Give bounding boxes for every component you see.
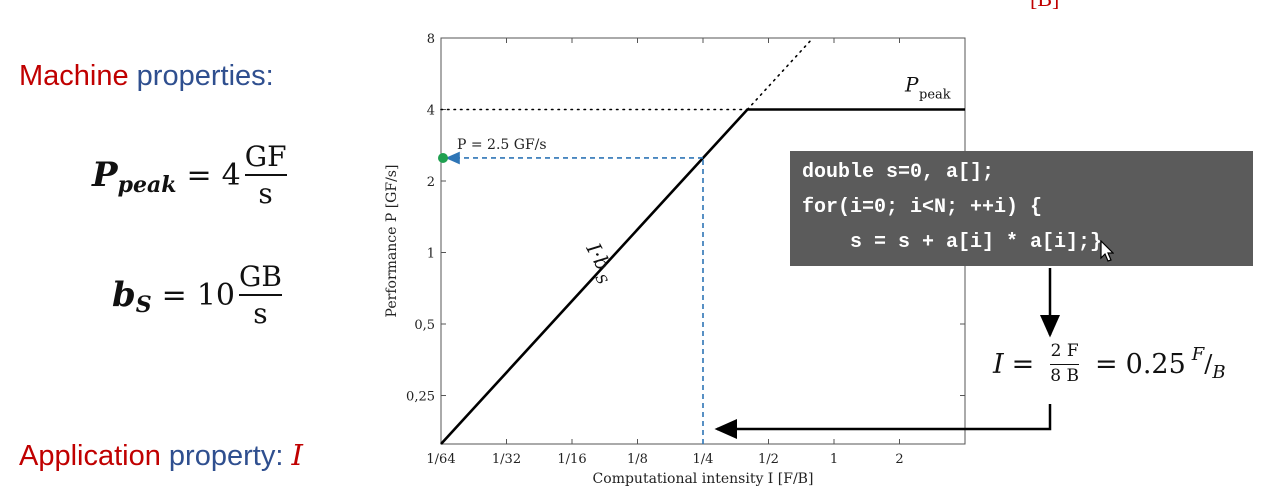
code-line-3: s = s + a[i] * a[i];} [802,231,1103,254]
intensity-unit: F / B [1192,344,1226,383]
x-tick-label: 2 [895,452,903,467]
x-tick-label: 1/8 [627,452,648,467]
ppeak-unit: GF s [244,140,287,211]
intensity-equation: I = 2 F 8 B = 0.25 F / B [993,341,1226,387]
bs-symbol: b [112,275,136,316]
roofline-series [438,37,965,445]
code-line-2: for(i=0; i<N; ++i) { [802,196,1043,219]
bandwidth-equation: b S = 10 GB s [112,262,282,329]
y-tick-label: 8 [427,32,435,47]
x-tick-label: 1/64 [426,452,455,467]
y-axis-label: Performance P [GF/s] [384,165,400,318]
bs-subscript: S [135,292,152,319]
code-snippet-box: double s=0, a[]; for(i=0; i<N; ++i) { s … [790,151,1253,266]
intensity-unit-den: B [1212,361,1226,383]
ppeak-symbol: P [92,155,118,196]
operating-point-marker [438,152,448,163]
property-word: property: [160,440,292,472]
y-tick-label: 0,25 [406,390,435,405]
chart-annotations: P = 2.5 GF/s P peak I·bS [457,73,951,288]
intensity-unit-num: F [1191,343,1205,365]
intensity-value: 0.25 [1125,348,1186,380]
slope-label: I·bS [581,238,615,288]
ppeak-label: P [904,73,919,97]
x-axis-label: Computational intensity I [F/B] [593,471,814,487]
y-tick-label: 4 [427,104,435,119]
intensity-var: I [291,438,303,472]
peak-performance-equation: P peak = 4 GF s [92,142,287,209]
machine-word: Machine [19,60,129,92]
ppeak-label-subscript: peak [919,88,951,103]
y-tick-label: 0,5 [414,318,435,333]
x-tick-label: 1/4 [693,452,714,467]
x-axis-ticks: 1/64 1/32 1/16 1/8 1/4 1/2 1 2 [426,38,904,467]
bs-value: 10 [196,277,235,313]
y-tick-label: 1 [427,247,435,262]
x-tick-label: 1/2 [758,452,779,467]
ppeak-unit-numerator: GF [244,140,287,173]
ppeak-equals: = [186,157,212,193]
application-property-heading: Application property: I [19,438,303,473]
intensity-equals-2: = [1095,348,1118,380]
connector-arrow-left [714,404,1052,439]
intensity-symbol: I [993,348,1004,380]
y-axis-ticks: 0,25 0,5 1 2 4 8 [406,32,965,405]
bs-unit: GB s [239,262,282,329]
y-tick-label: 2 [427,175,435,190]
intensity-frac-denominator: 8 B [1050,366,1080,387]
arrow-pointer-icon [1100,240,1114,262]
ppeak-subscript: peak [117,172,177,199]
slope-label-subscript: S [591,272,610,288]
application-word: Application [19,440,161,472]
bs-unit-denominator: s [253,297,268,331]
clipped-equation-fragment: [B] [1030,0,1059,12]
x-tick-label: 1/16 [557,452,586,467]
x-tick-label: 1 [830,452,838,467]
bs-unit-numerator: GB [239,260,282,293]
code-line-1: double s=0, a[]; [802,161,995,184]
ppeak-unit-denominator: s [258,177,273,211]
machine-properties-heading: Machine properties: [19,60,274,93]
bs-equals: = [161,277,187,313]
roofline-line [440,108,965,445]
intensity-equals-1: = [1011,348,1035,380]
intensity-unit-slash: / [1204,350,1213,379]
bandwidth-extension-dotted-line [746,37,814,111]
x-tick-label: 1/32 [492,452,521,467]
intensity-frac-numerator: 2 F [1050,341,1079,361]
ppeak-value: 4 [221,157,241,193]
intensity-fraction: 2 F 8 B [1050,341,1080,387]
operating-point-label: P = 2.5 GF/s [457,137,547,153]
properties-word: properties: [128,60,274,92]
slope-label-main: I·b [581,238,615,274]
